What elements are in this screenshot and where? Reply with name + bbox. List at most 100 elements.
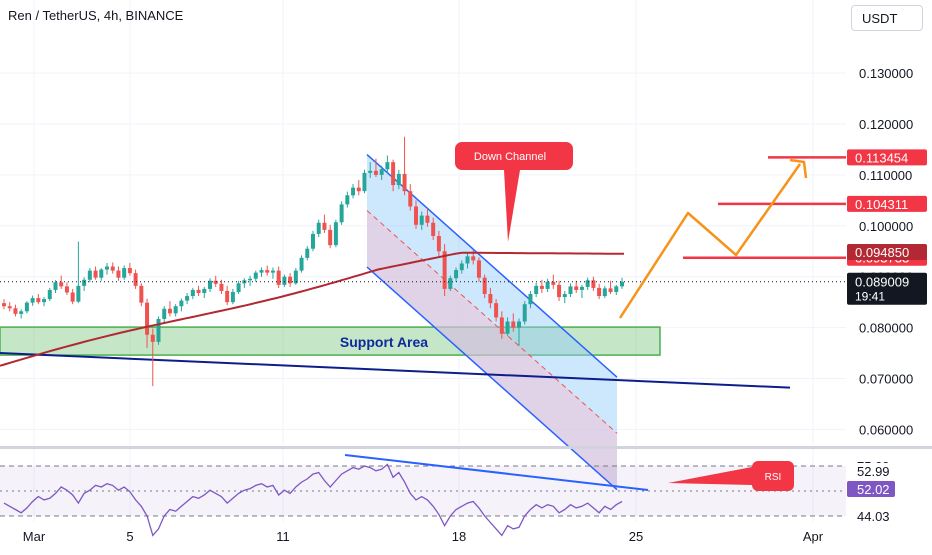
candle-body bbox=[30, 298, 35, 303]
candle-body bbox=[551, 281, 556, 285]
time-axis-label: 11 bbox=[276, 529, 290, 544]
candle-body bbox=[351, 187, 356, 196]
candle-body bbox=[442, 251, 447, 289]
candle-body bbox=[122, 268, 127, 278]
candle-body bbox=[505, 321, 510, 334]
rsi-callout bbox=[668, 461, 794, 491]
candle-body bbox=[259, 270, 264, 273]
candle-body bbox=[173, 306, 178, 314]
rsi-line bbox=[3, 463, 623, 537]
candle-body bbox=[185, 296, 190, 301]
candle-body bbox=[602, 288, 607, 297]
candle-body bbox=[522, 304, 527, 322]
down-channel-callout bbox=[455, 142, 573, 242]
candle-body bbox=[385, 162, 390, 170]
moving-average-line bbox=[0, 251, 625, 367]
candle-body bbox=[7, 306, 12, 309]
candle-body bbox=[99, 269, 104, 278]
candle-body bbox=[311, 233, 315, 249]
candle-body bbox=[488, 294, 493, 304]
candle-body bbox=[276, 270, 281, 285]
target-level-badge bbox=[847, 149, 927, 166]
candle-body bbox=[419, 215, 424, 225]
candle-body bbox=[93, 270, 98, 278]
candle-body bbox=[368, 170, 373, 173]
time-axis-label: Mar bbox=[23, 529, 46, 544]
candle-body bbox=[431, 222, 436, 236]
candle-body bbox=[293, 270, 298, 284]
target-level-value: 0.104311 bbox=[855, 197, 908, 212]
ma-value: 0.094850 bbox=[855, 245, 909, 260]
candle-body bbox=[362, 172, 367, 192]
down-channel-label: Down Channel bbox=[474, 151, 546, 163]
candle-body bbox=[316, 222, 321, 234]
target-level-badge bbox=[847, 195, 927, 212]
support-area-label: Support Area bbox=[340, 334, 428, 350]
price-axis-label: 0.060000 bbox=[859, 422, 913, 437]
candle-body bbox=[333, 222, 338, 246]
candle-body bbox=[213, 280, 218, 284]
channel-fill bbox=[367, 154, 617, 490]
candle-body bbox=[179, 300, 184, 307]
price-axis-label: 0.120000 bbox=[859, 117, 913, 132]
candle-body bbox=[236, 283, 241, 292]
candle-body bbox=[471, 256, 476, 261]
countdown-value: 19:41 bbox=[855, 290, 885, 304]
candle-body bbox=[322, 222, 327, 230]
candle-body bbox=[64, 286, 69, 293]
candle-body bbox=[110, 266, 115, 271]
candle-body bbox=[202, 288, 207, 293]
candle-body bbox=[608, 288, 613, 292]
candle-body bbox=[36, 298, 41, 303]
candle-body bbox=[408, 191, 413, 207]
candle-body bbox=[150, 334, 155, 342]
candle-body bbox=[82, 279, 87, 286]
candle-body bbox=[597, 287, 602, 297]
candle-body bbox=[13, 308, 18, 314]
candle-body bbox=[53, 282, 58, 290]
pane-separator bbox=[0, 446, 932, 449]
candle-body bbox=[379, 169, 384, 175]
candle-body bbox=[282, 276, 287, 285]
candle-body bbox=[2, 303, 6, 307]
candle-body bbox=[534, 285, 539, 295]
candle-body bbox=[70, 292, 75, 302]
candle-body bbox=[579, 286, 584, 290]
ma-value-badge bbox=[847, 244, 927, 261]
candle-body bbox=[539, 285, 544, 289]
channel-lower-line bbox=[366, 266, 618, 491]
candle-body bbox=[24, 302, 29, 312]
candle-body bbox=[476, 260, 481, 278]
candle-body bbox=[511, 321, 516, 328]
candle-body bbox=[116, 270, 121, 278]
price-axis-label: 0.110000 bbox=[859, 168, 912, 183]
candle-body bbox=[59, 282, 64, 287]
channel-lower-fill bbox=[367, 210, 617, 490]
candle-body bbox=[105, 266, 109, 270]
candle-body bbox=[562, 294, 567, 298]
price-axis-label: 0.130000 bbox=[859, 66, 913, 81]
candle-body bbox=[356, 187, 361, 192]
candle-body bbox=[494, 303, 499, 318]
candle-body bbox=[345, 195, 350, 205]
candle-body bbox=[208, 280, 212, 289]
candle-body bbox=[517, 321, 521, 328]
time-axis-label: Apr bbox=[803, 529, 824, 544]
candle-body bbox=[328, 229, 333, 246]
price-axis-label: 0.070000 bbox=[859, 372, 913, 387]
candle-body bbox=[499, 317, 504, 334]
candle-body bbox=[162, 308, 167, 319]
rsi-callout-label: RSI bbox=[765, 472, 782, 483]
candle-body bbox=[305, 248, 310, 258]
candle-body bbox=[585, 280, 590, 287]
candle-body bbox=[299, 257, 304, 271]
price-axis-label: 0.100000 bbox=[859, 219, 913, 234]
candle-body bbox=[454, 270, 459, 279]
time-axis-label: 25 bbox=[629, 529, 643, 544]
long-trendline bbox=[0, 352, 791, 389]
candle-body bbox=[614, 286, 619, 292]
candle-body bbox=[47, 289, 52, 300]
currency-button[interactable]: USDT bbox=[851, 5, 923, 31]
candle-body bbox=[436, 235, 441, 252]
support-area-zone bbox=[0, 326, 661, 356]
